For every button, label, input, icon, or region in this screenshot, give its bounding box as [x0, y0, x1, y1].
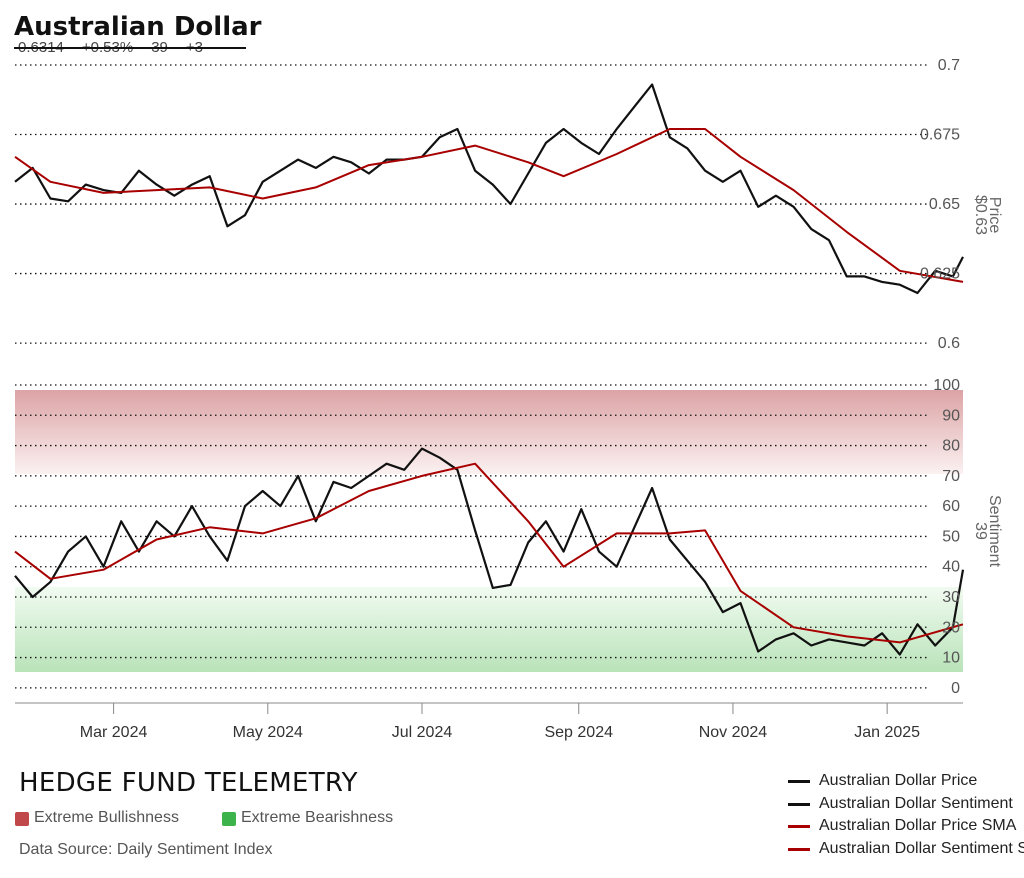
y-tick-label: 0 [951, 680, 960, 697]
brand-name: HEDGE FUND TELEMETRY [19, 768, 358, 798]
y-tick-label: 0.6 [938, 335, 960, 352]
legend-label: Australian Dollar Sentiment [819, 795, 1013, 812]
y-tick-label: 60 [942, 498, 960, 515]
bearish-label: Extreme Bearishness [241, 809, 394, 826]
y-tick-label: 0.675 [920, 127, 960, 144]
legend-item-price-sma[interactable]: Australian Dollar Price SMA [788, 815, 1016, 837]
legend-label: Australian Dollar Price [819, 772, 978, 789]
y-tick-label: 0.625 [920, 266, 960, 283]
y-tick-label: 0.65 [929, 196, 960, 213]
price-axis-title: Price [986, 197, 1003, 234]
legend-item-sentiment[interactable]: Australian Dollar Sentiment [788, 793, 1013, 815]
x-tick-label: Nov 2024 [699, 724, 768, 741]
extreme-bearishness-zone [15, 587, 963, 672]
y-tick-label: 10 [942, 650, 960, 667]
x-tick-label: Jul 2024 [392, 724, 453, 741]
y-tick-label: 20 [942, 619, 960, 636]
legend-label: Australian Dollar Price SMA [819, 817, 1017, 834]
bullish-label: Extreme Bullishness [34, 809, 179, 826]
y-tick-label: 70 [942, 468, 960, 485]
legend-swatch [788, 824, 810, 828]
y-tick-label: 90 [942, 407, 960, 424]
series-line [14, 83, 964, 295]
legend-swatch [788, 779, 810, 783]
series-line [14, 128, 964, 283]
x-tick-label: Mar 2024 [80, 724, 148, 741]
chart-area: 0.6 0.625 0.65 0.675 0.7 0 10 20 30 40 50 60 70 80 90 1… [14, 57, 1003, 741]
y-tick-label: 0.7 [938, 57, 960, 74]
legend-swatch [788, 802, 810, 806]
chart-title: Australian Dollar [14, 12, 262, 42]
x-tick-label: May 2024 [233, 724, 303, 741]
strike-line [14, 47, 246, 49]
x-tick-label: Sep 2024 [544, 724, 613, 741]
x-tick-label: Jan 2025 [854, 724, 920, 741]
legend-item-price[interactable]: Australian Dollar Price [788, 770, 977, 792]
legend-item-sentiment-sma[interactable]: Australian Dollar Sentiment SMA [788, 838, 1024, 860]
y-tick-label: 100 [933, 377, 960, 394]
data-source: Data Source: Daily Sentiment Index [19, 841, 273, 858]
sentiment-axis-title: Sentiment [986, 495, 1003, 568]
legend-label: Australian Dollar Sentiment SMA [819, 840, 1024, 857]
series-line [14, 462, 964, 644]
y-tick-label: 30 [942, 589, 960, 606]
price-axis-value: $0.63 [972, 195, 989, 235]
y-tick-label: 80 [942, 438, 960, 455]
extreme-bullishness-zone [15, 390, 963, 474]
legend-swatch [788, 847, 810, 851]
y-tick-label: 40 [942, 559, 960, 576]
sentiment-axis-value: 39 [972, 522, 989, 540]
bullish-swatch [15, 812, 29, 826]
bearish-swatch [222, 812, 236, 826]
y-tick-label: 50 [942, 528, 960, 545]
